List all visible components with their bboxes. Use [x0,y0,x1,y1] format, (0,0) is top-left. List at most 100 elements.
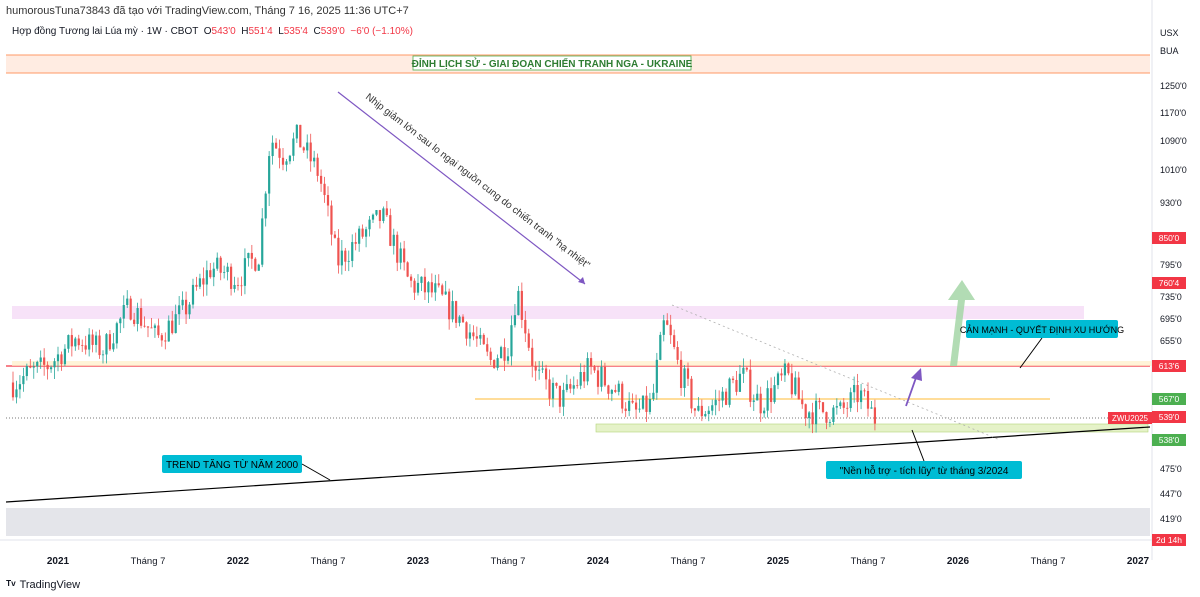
candle-body [337,237,340,266]
candle-body [711,405,714,411]
bottom-gray-zone [6,508,1150,536]
candle-body [330,205,333,235]
candle-body [271,142,274,157]
candle-body [745,367,748,370]
candle-body [416,282,420,293]
candle-body [652,392,655,399]
candle-body [790,373,793,395]
candle-body [184,299,188,315]
candle-body [302,147,305,151]
candle-body [669,324,672,336]
candle-body [364,229,368,237]
trend-label: TREND TĂNG TỪ NĂM 2000 [166,458,299,471]
change-value: −6'0 (−1.10%) [350,26,413,37]
tradingview-logo-icon: ᵀᵛ [6,578,16,592]
candle-body [181,299,184,306]
candle-body [697,405,700,411]
candle-body [475,336,478,339]
x-tick-label: 2023 [407,556,430,567]
candle-body [724,391,728,405]
candle-body [171,320,174,334]
candle-body [683,368,686,388]
candle-body [794,377,797,395]
candle-body [160,335,163,341]
candle-body [486,344,489,352]
candle-body [178,305,181,315]
candle-body [538,369,541,371]
candle-body [731,378,735,380]
candle-body [517,290,520,316]
candle-body [157,325,160,336]
candle-body [36,361,39,367]
candle-body [427,282,430,293]
candle-body [202,278,205,285]
candle-body [420,276,423,283]
candle-body [292,138,295,156]
candle-body [136,308,139,324]
candle-body [115,323,118,344]
candle-body [278,148,281,158]
candle-body [361,228,364,237]
candle-body [378,210,382,221]
candle-body [482,334,485,345]
candle-body [759,393,762,414]
candle-body [808,412,811,419]
candle-body [454,301,458,323]
symbol-info: Hợp đồng Tương lai Lúa mỳ · 1W · CBOT O5… [12,26,413,37]
candle-body [735,379,738,392]
candle-body [811,412,814,425]
candle-body [648,398,652,412]
candle-body [306,142,309,151]
candle-body [39,357,42,362]
candle-body [572,385,575,389]
candle-body [323,183,326,196]
candle-body [174,314,177,334]
candle-body [247,252,250,259]
candle-body [510,325,513,357]
price-tag: 850'0 [1152,232,1186,244]
candle-body [468,332,472,339]
symbol-name[interactable]: Hợp đồng Tương lai Lúa mỳ · 1W · CBOT [12,26,199,37]
candle-body [804,404,807,419]
price-tag: 613'6 [1152,360,1186,372]
candle-body [403,248,406,263]
candle-body [465,322,468,339]
candle-body [53,361,56,368]
candle-body [773,385,776,403]
candle-body [742,367,745,374]
candle-body [212,268,215,278]
x-tick-label: 2026 [947,556,970,567]
candle-body [728,378,731,405]
candle-body [191,284,195,305]
candle-body [351,242,354,261]
candle-body [700,405,703,417]
candle-body [143,325,146,327]
candle-body [448,291,451,320]
price-tags: 850'0 760'4 613'6 567'0 539'0 2d 14h 538'0 [1152,232,1186,546]
candle-body [274,142,278,149]
y-tick-label: 695'0 [1160,314,1182,324]
candle-body [399,248,402,263]
candle-body [81,345,84,346]
candle-body [63,348,67,365]
candle-body [756,393,759,401]
attribution: humorousTuna73843 đã tạo với TradingView… [6,5,409,17]
candle-body [721,391,724,401]
candle-body [122,305,125,319]
candle-body [503,347,506,361]
candle-body [825,412,828,423]
candle-body [641,395,645,409]
x-tick-label: 2022 [227,556,250,567]
candle-body [558,385,562,407]
x-tick-label: 2024 [587,556,610,567]
candle-body [849,392,852,409]
candle-body [129,298,132,320]
candle-body [780,373,783,376]
candle-body [579,371,582,386]
candle-body [46,364,49,370]
candle-body [718,399,721,401]
candle-body [569,384,572,389]
low-value: 535'4 [283,26,308,37]
candle-body [375,210,378,215]
